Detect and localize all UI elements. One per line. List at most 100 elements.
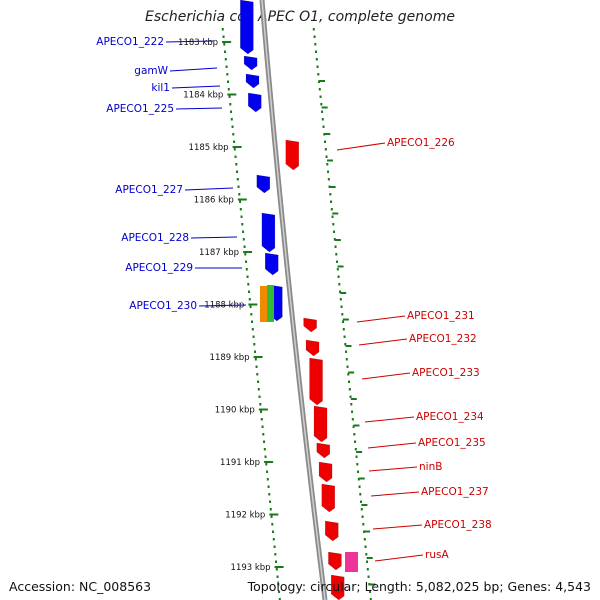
inner-ring-dot (246, 275, 249, 278)
forward-gene-3 (245, 73, 260, 89)
tick-label: 1191 kbp (220, 458, 260, 468)
outer-ring-dot (321, 118, 324, 121)
inner-ring-dot (275, 560, 278, 563)
accession-text: Accession: NC_008563 (9, 579, 152, 594)
outer-ring-tick (332, 212, 339, 215)
outer-ring-dot (321, 110, 324, 113)
outer-ring-tick (361, 504, 368, 506)
reverse-label-leader (361, 372, 411, 380)
inner-ring-dot (251, 328, 254, 331)
tick-mark (222, 41, 232, 43)
outer-ring-dot (360, 500, 363, 503)
outer-ring-tick (358, 477, 365, 480)
outer-ring-dot (354, 448, 357, 451)
inner-ring-dot (275, 568, 278, 571)
reverse-gene-4 (309, 357, 323, 406)
outer-ring-dot (325, 155, 328, 158)
tick-label: 1183 kbp (178, 38, 218, 48)
outer-ring-dot (319, 95, 322, 98)
outer-ring-dot (335, 253, 338, 256)
reverse-gene-10 (328, 551, 342, 571)
forward-label-leader (175, 107, 223, 110)
genome-summary-text: Topology: circular; Length: 5,082,025 bp… (247, 579, 591, 594)
outer-ring-dot (342, 320, 345, 323)
outer-ring-dot (329, 193, 332, 196)
inner-ring-dot (266, 470, 269, 473)
inner-ring-dot (257, 380, 260, 383)
reverse-gene-8 (321, 483, 336, 513)
inner-ring-dot (254, 358, 257, 361)
outer-ring-dot (368, 583, 371, 586)
inner-ring-dot (272, 530, 275, 533)
inner-ring-dot (266, 478, 269, 481)
inner-ring-dot (269, 500, 272, 503)
reverse-label-leader (364, 416, 415, 423)
inner-ring-dot (260, 410, 263, 413)
inner-ring-dot (233, 148, 236, 151)
outer-ring-dot (355, 455, 358, 458)
forward-gene-5 (256, 174, 271, 194)
reverse-gene-label: APECO1_237 (421, 486, 489, 498)
outer-ring-tick (345, 345, 352, 347)
outer-ring-dot (339, 298, 342, 301)
outer-ring-dot (327, 178, 330, 181)
inner-ring-dot (264, 455, 267, 458)
inner-ring-dot (229, 103, 232, 106)
reverse-label-leader (356, 315, 406, 323)
forward-gene-label: APECO1_230 (129, 300, 197, 312)
outer-ring-dot (352, 425, 355, 428)
inner-ring-dot (236, 170, 239, 173)
forward-gene-label: APECO1_222 (96, 36, 164, 48)
inner-ring-dot (276, 575, 279, 578)
outer-ring-dot (328, 185, 331, 188)
forward-gene-label: APECO1_225 (106, 103, 174, 115)
outer-ring-dot (366, 560, 369, 563)
inner-ring-dot (270, 515, 273, 518)
outer-ring-dot (318, 88, 321, 91)
inner-ring-dot (244, 253, 247, 256)
reverse-gene-label: APECO1_226 (387, 137, 455, 149)
outer-ring-tick (329, 186, 336, 188)
tick-mark (237, 198, 247, 201)
forward-label-leader (184, 187, 234, 191)
outer-ring-dot (322, 125, 325, 128)
inner-ring-dot (239, 208, 242, 211)
outer-ring-dot (324, 148, 327, 151)
reverse-gene-3 (305, 339, 320, 357)
inner-ring-dot (232, 133, 235, 136)
outer-ring-dot (359, 493, 362, 496)
inner-ring-dot (274, 553, 277, 556)
outer-ring-dot (333, 230, 336, 233)
inner-ring-dot (263, 448, 266, 451)
outer-ring-dot (342, 328, 345, 331)
outer-ring-dot (331, 215, 334, 218)
outer-ring-dot (334, 245, 337, 248)
outer-ring-dot (317, 73, 320, 76)
reverse-label-leader (367, 442, 417, 449)
outer-ring-dot (315, 58, 318, 61)
forward-gene-1 (240, 0, 254, 55)
inner-ring-dot (273, 545, 276, 548)
outer-ring-dot (336, 268, 339, 271)
inner-ring-dot (255, 365, 258, 368)
forward-gene-7 (264, 252, 279, 276)
tick-mark (227, 93, 237, 96)
inner-ring-dot (248, 290, 251, 293)
inner-ring-dot (222, 35, 225, 38)
outer-ring-tick (321, 106, 328, 109)
forward-gene-label: kil1 (151, 82, 170, 94)
outer-ring-dot (344, 343, 347, 346)
outer-ring-dot (315, 50, 318, 53)
inner-ring-dot (230, 110, 233, 113)
outer-ring-dot (326, 163, 329, 166)
outer-ring-dot (312, 28, 315, 31)
outer-ring-tick (364, 530, 371, 533)
inner-ring-dot (245, 268, 248, 271)
inner-ring-dot (223, 43, 226, 46)
inner-ring-dot (241, 223, 244, 226)
forward-label-leader (165, 40, 214, 43)
inner-ring-dot (224, 58, 227, 61)
inner-ring-dot (253, 343, 256, 346)
reverse-label-leader (336, 142, 386, 151)
inner-ring-dot (239, 200, 242, 203)
